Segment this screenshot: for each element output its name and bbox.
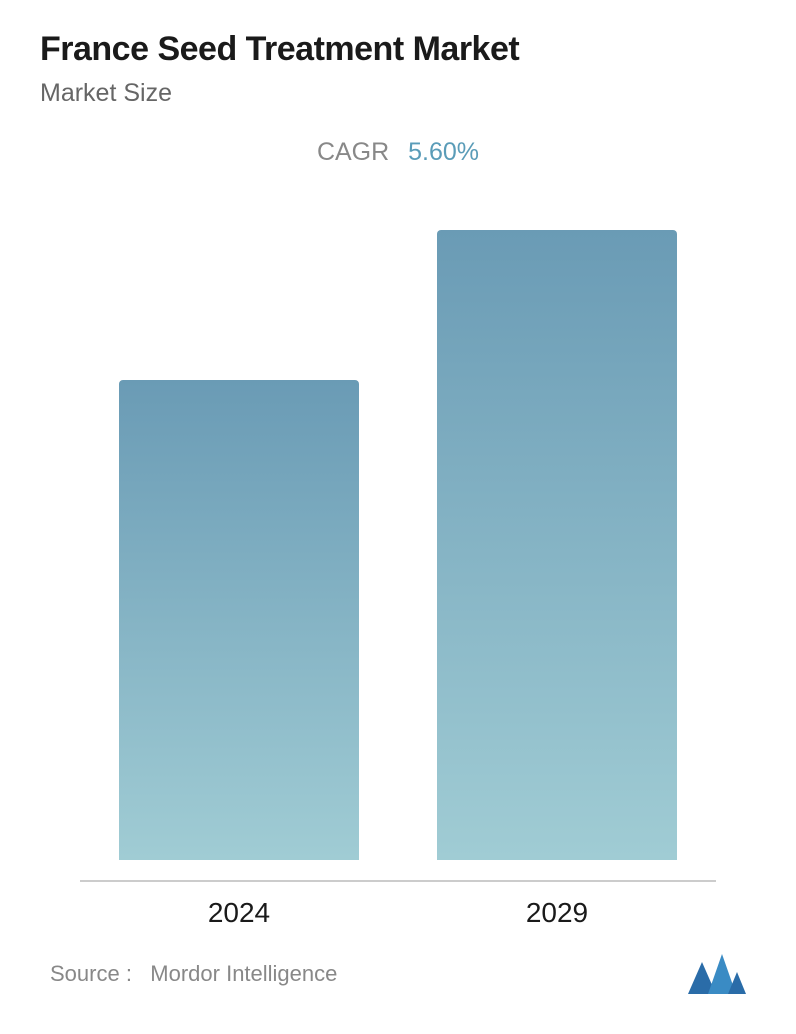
source-text: Source : Mordor Intelligence [50,961,337,987]
cagr-row: CAGR 5.60% [40,138,756,167]
bar [119,380,359,860]
source-name: Mordor Intelligence [150,961,337,986]
cagr-value: 5.60% [408,138,479,166]
chart-container: France Seed Treatment Market Market Size… [0,0,796,1034]
x-axis-labels-row: 2024 2029 [40,882,756,954]
bar-wrapper [437,230,677,860]
source-label: Source : [50,961,132,986]
bar-wrapper [119,380,359,860]
page-subtitle: Market Size [40,79,756,108]
x-axis-label: 2024 [119,897,359,929]
chart-area [40,217,756,880]
x-axis-label: 2029 [437,897,677,929]
page-title: France Seed Treatment Market [40,30,756,69]
brand-logo-icon [688,954,746,994]
chart-footer: Source : Mordor Intelligence [40,954,756,1004]
cagr-label: CAGR [317,138,389,166]
bar [437,230,677,860]
